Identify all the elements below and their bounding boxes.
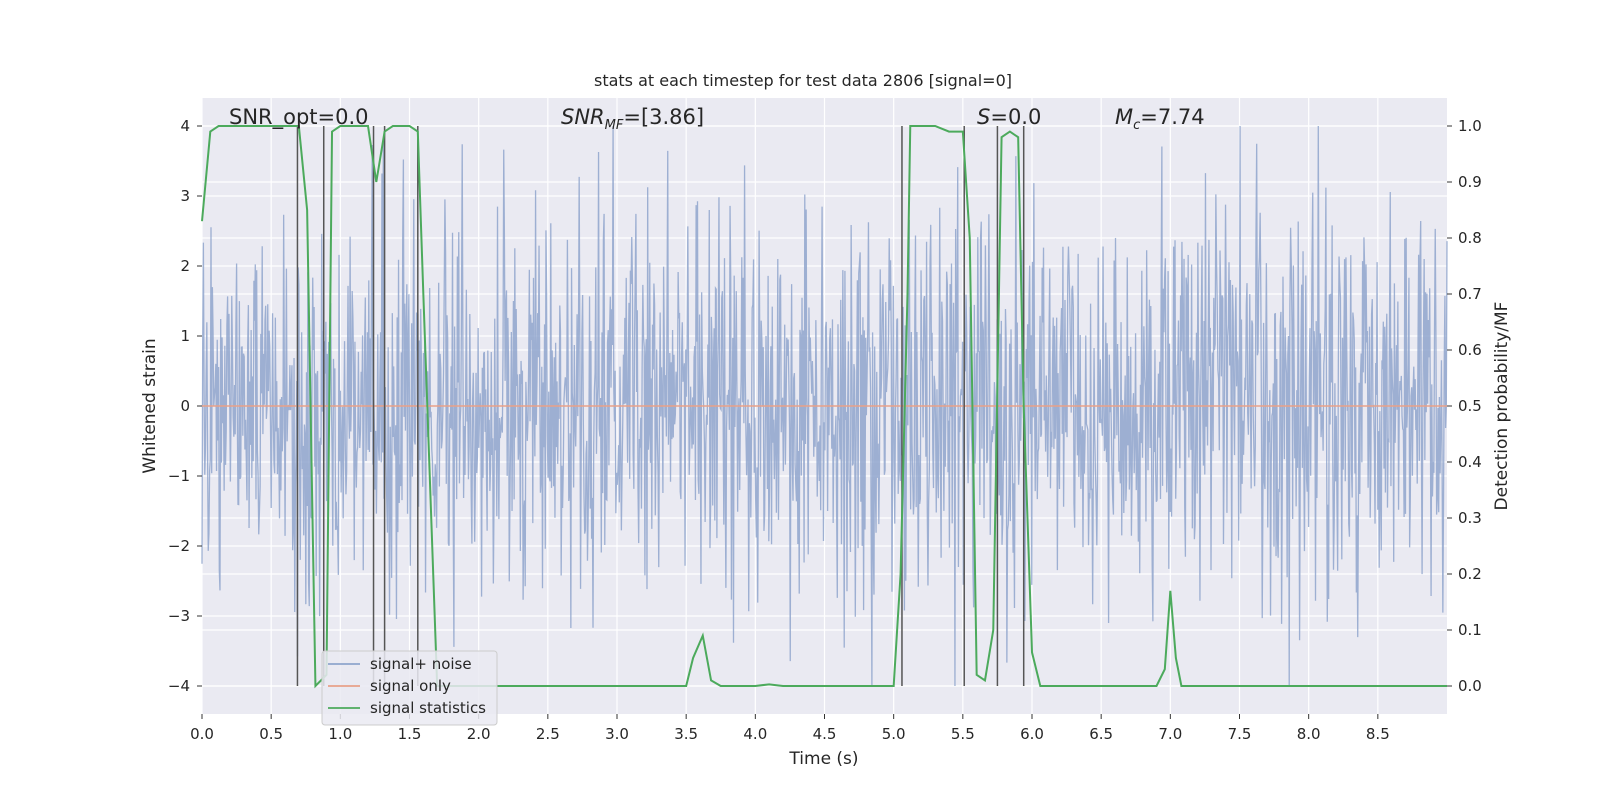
x-tick-label: 2.0 <box>467 725 491 743</box>
y-tick-label: 3 <box>180 187 190 205</box>
y-axis-label: Whitened strain <box>140 338 160 473</box>
annotation-mc-value: =7.74 <box>1140 105 1204 129</box>
x-tick-label: 3.5 <box>674 725 698 743</box>
legend-box <box>321 650 498 726</box>
y-right-tick-label: 0.4 <box>1458 453 1482 471</box>
x-tick-label: 4.0 <box>743 725 767 743</box>
y-tick-label: −1 <box>168 467 190 485</box>
annotation-s: S=0.0 <box>977 105 1041 129</box>
y-right-tick-label: 0.7 <box>1458 285 1482 303</box>
x-tick-label: 6.5 <box>1089 725 1113 743</box>
y-tick-label: 2 <box>180 257 190 275</box>
y-tick-label: −3 <box>168 607 190 625</box>
y-right-tick-label: 0.3 <box>1458 509 1482 527</box>
signal-noise-line <box>201 125 1448 687</box>
y-axis-right-label: Detection probability/MF <box>1492 302 1512 511</box>
annotation-snr-mf: SNRMF=[3.86] <box>561 105 704 133</box>
x-tick-label: 7.5 <box>1228 725 1252 743</box>
y-right-tick-label: 0.6 <box>1458 341 1482 359</box>
y-tick-label: 1 <box>180 327 190 345</box>
y-tick-label: 4 <box>180 117 190 135</box>
legend-label-signal: signal only <box>370 677 451 695</box>
annotation-mc-sub: c <box>1133 118 1140 133</box>
y-axis-right-ticks: 1.0 0.9 0.8 0.7 0.6 0.5 0.4 0.3 0.2 0.1 0.0 <box>1447 117 1482 695</box>
y-tick-label: −4 <box>168 677 190 695</box>
y-right-tick-label: 0.8 <box>1458 229 1482 247</box>
x-tick-label: 8.0 <box>1297 725 1321 743</box>
y-right-tick-label: 0.9 <box>1458 173 1482 191</box>
annotation-mc-main: M <box>1115 105 1133 129</box>
x-tick-label: 1.0 <box>328 725 352 743</box>
x-tick-label: 0.0 <box>190 725 214 743</box>
chart-title: stats at each timestep for test data 280… <box>594 71 1012 90</box>
y-right-tick-label: 0.2 <box>1458 565 1482 583</box>
x-tick-label: 6.0 <box>1020 725 1044 743</box>
signal-noise-series <box>201 125 1448 687</box>
annotation-snr-mf-value: =[3.86] <box>623 105 704 129</box>
y-tick-label: −2 <box>168 537 190 555</box>
x-axis-label: Time (s) <box>788 749 858 769</box>
y-right-tick-label: 1.0 <box>1458 117 1482 135</box>
annotation-snr-mf-sub: MF <box>605 118 624 133</box>
annotation-mc: Mc=7.74 <box>1115 105 1205 133</box>
x-tick-label: 1.5 <box>398 725 422 743</box>
x-tick-label: 5.5 <box>951 725 975 743</box>
annotation-s-main: S <box>977 105 990 129</box>
annotation-snr-opt: SNR_opt=0.0 <box>229 105 369 130</box>
x-tick-label: 4.5 <box>813 725 837 743</box>
x-axis-ticks: 0.0 0.5 1.0 1.5 2.0 2.5 3.0 3.5 4.0 4.5 5.0 5.5 6.0 6… <box>190 714 1390 743</box>
annotation-s-value: =0.0 <box>990 105 1041 129</box>
y-axis-ticks: 4 3 2 1 0 −1 −2 −3 −4 <box>168 117 202 695</box>
x-tick-label: 8.5 <box>1366 725 1390 743</box>
x-tick-label: 7.0 <box>1158 725 1182 743</box>
annotation-snr-mf-main: SNR <box>561 105 605 129</box>
legend-label-stats: signal statistics <box>370 699 486 717</box>
x-tick-label: 5.0 <box>882 725 906 743</box>
y-tick-label: 0 <box>180 397 190 415</box>
y-right-tick-label: 0.1 <box>1458 621 1482 639</box>
y-right-tick-label: 0.5 <box>1458 397 1482 415</box>
legend-label-noise: signal+ noise <box>370 655 472 673</box>
legend: signal+ noise signal only signal statist… <box>321 650 498 726</box>
x-tick-label: 2.5 <box>536 725 560 743</box>
y-right-tick-label: 0.0 <box>1458 677 1482 695</box>
x-tick-label: 0.5 <box>259 725 283 743</box>
x-tick-label: 3.0 <box>605 725 629 743</box>
